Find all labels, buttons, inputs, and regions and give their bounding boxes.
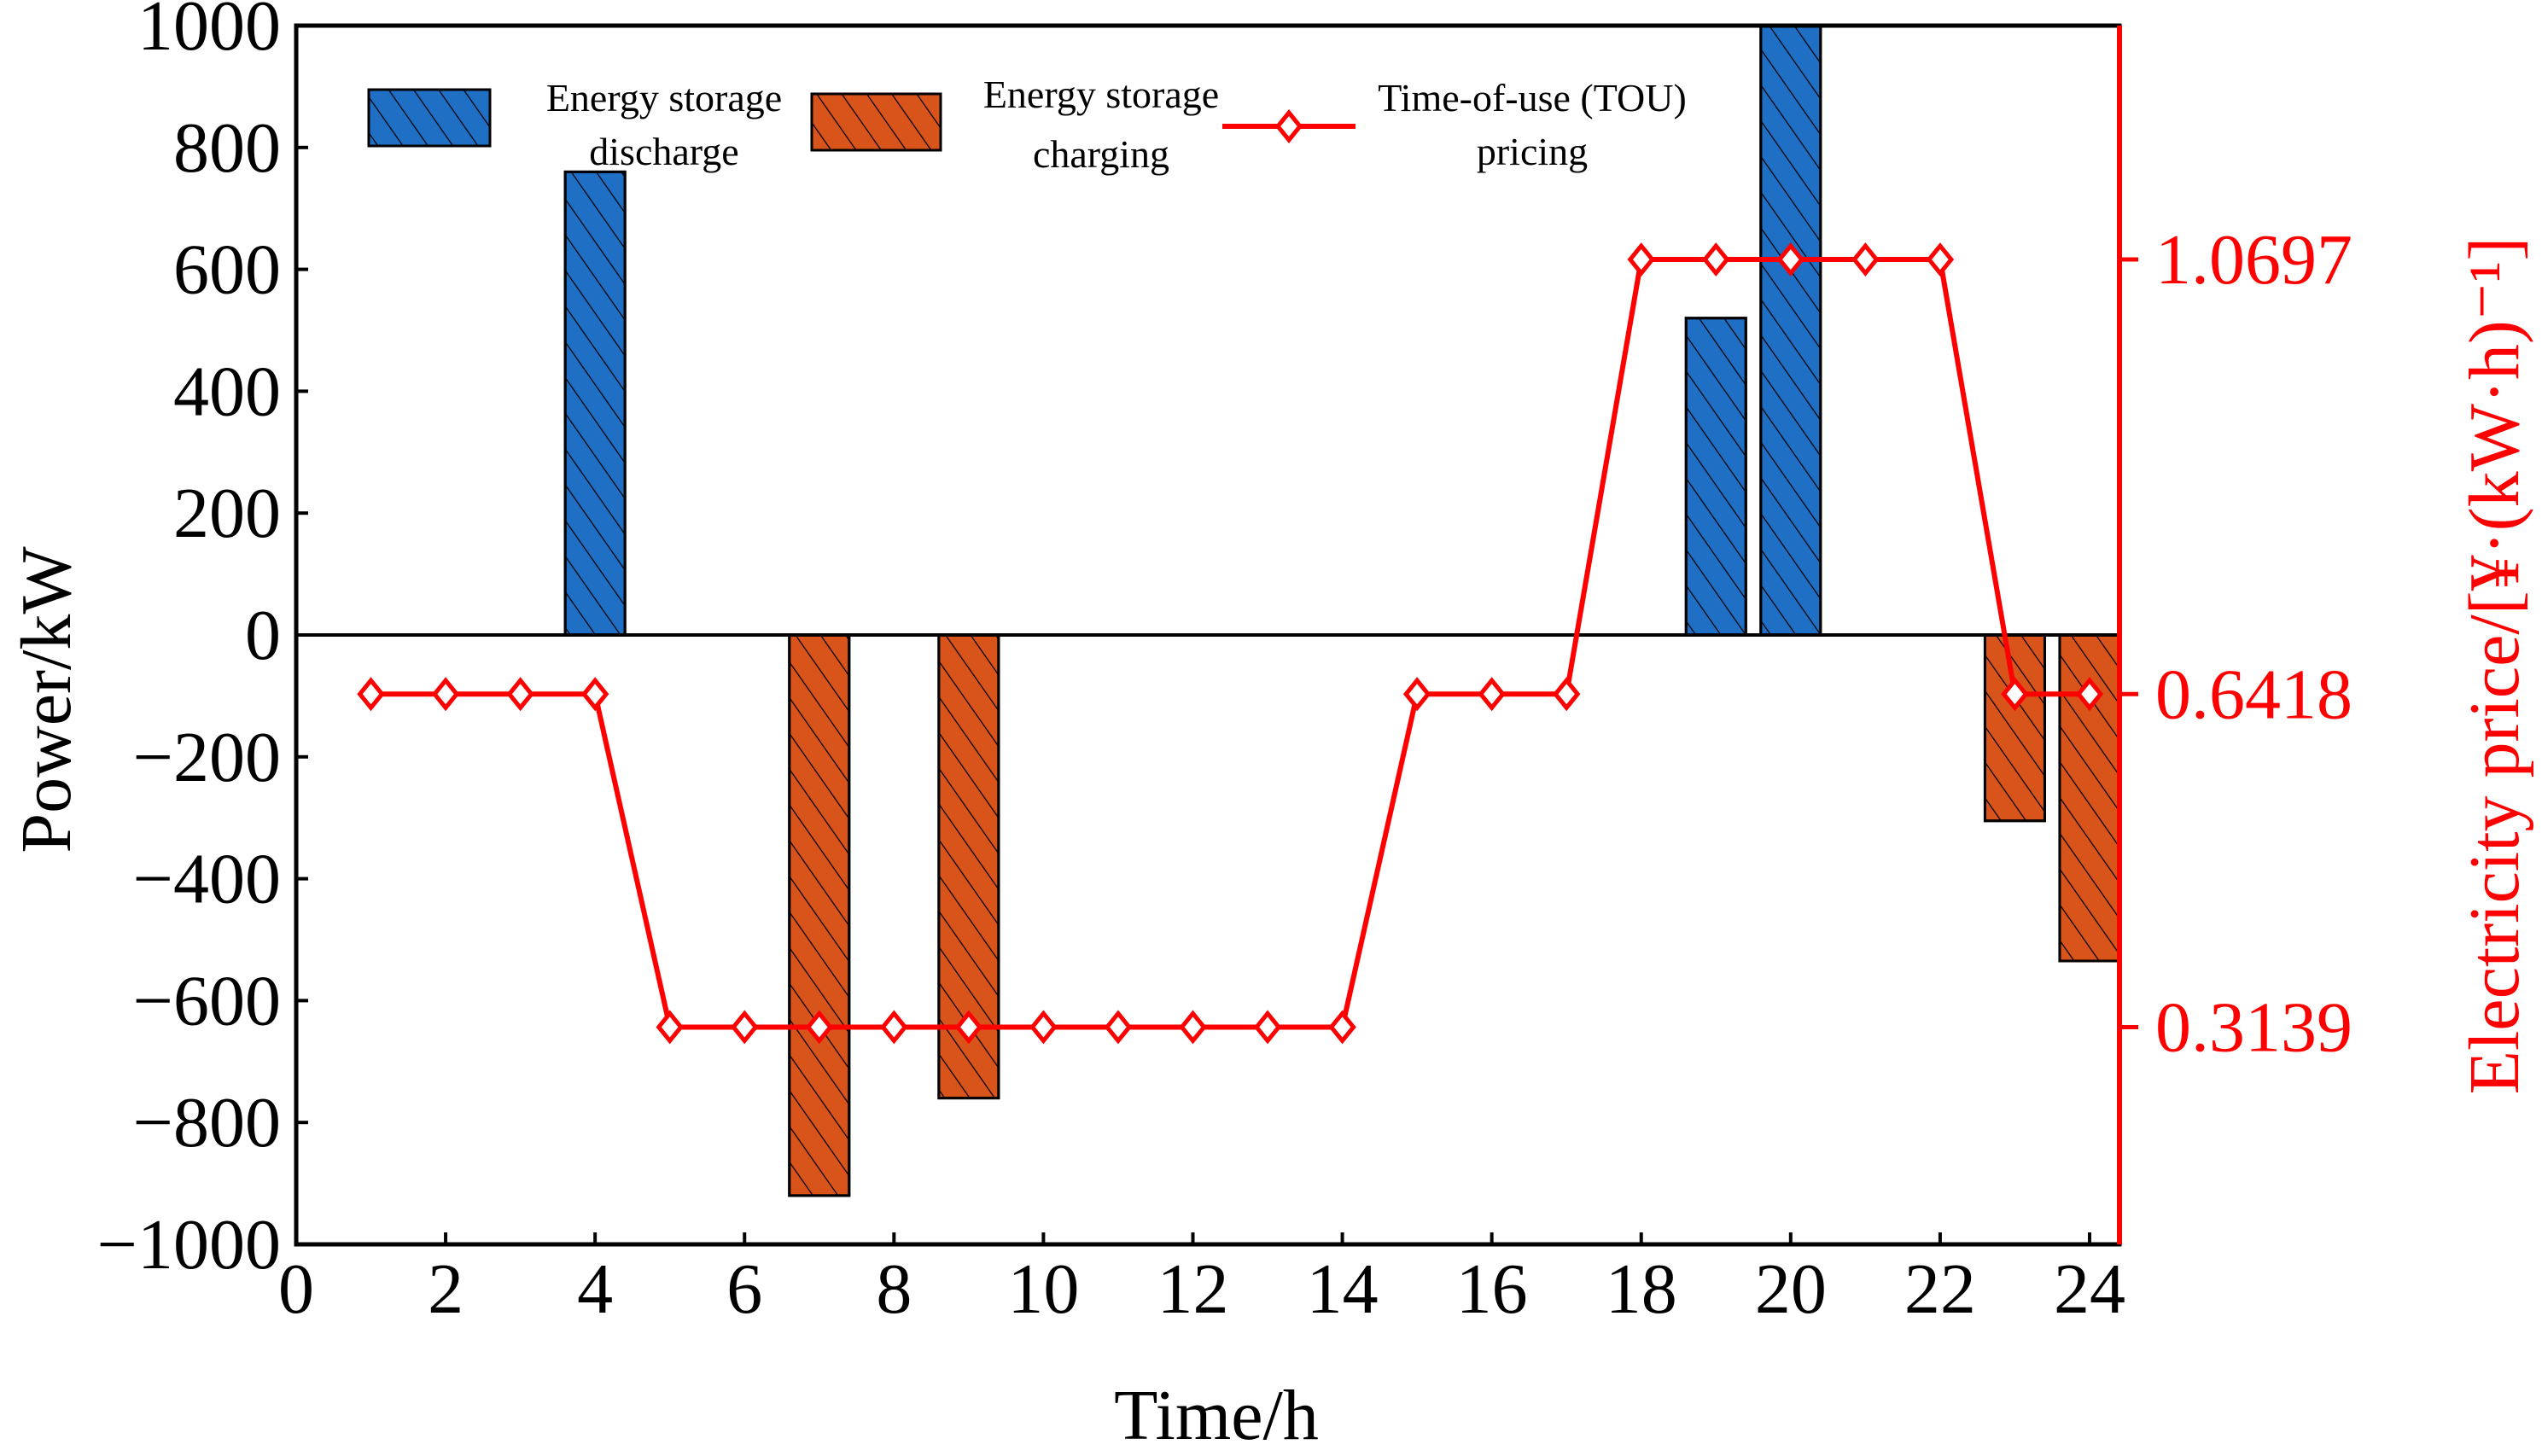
tou-price-marker-19 [1702, 242, 1730, 277]
y-tick-label-9: −800 [133, 1083, 281, 1162]
legend: Energy storage discharge Energy storage … [367, 73, 1687, 176]
x-tick-label-8: 8 [876, 1249, 912, 1329]
legend-label-pricing-line2: pricing [1477, 130, 1588, 173]
y-axis-ticks: 1000 800 600 400 200 0 −200 −400 −600 −800 −1000 [97, 0, 308, 1284]
y2-tick-label-1: 0.6418 [2155, 655, 2353, 734]
tou-price-marker-2 [431, 677, 460, 712]
x-tick-label-2: 2 [428, 1249, 464, 1329]
tou-price-marker-5 [656, 1010, 684, 1045]
legend-label-discharge-line1: Energy storage [546, 76, 782, 119]
x-axis-ticks: 0 2 4 6 8 10 12 14 16 18 20 22 24 [278, 1232, 2125, 1329]
tou-price-marker-15 [1402, 677, 1431, 712]
tou-price-marker-10 [1029, 1010, 1058, 1045]
legend-swatch-discharge-hatch [367, 88, 492, 148]
x-tick-label-24: 24 [2054, 1249, 2125, 1329]
legend-label-pricing-line1: Time-of-use (TOU) [1378, 76, 1687, 119]
legend-swatch-charging-hatch [810, 92, 942, 152]
x-tick-label-14: 14 [1307, 1249, 1379, 1329]
tou-price-marker-9 [954, 1010, 983, 1045]
tou-price-marker-4 [580, 677, 609, 712]
y-tick-label-7: −400 [133, 840, 281, 919]
charging-bar-7-hatch [788, 633, 851, 1197]
y-tick-label-1: 800 [173, 108, 281, 188]
charging-bar-23-hatch [1983, 633, 2046, 823]
y-tick-label-4: 200 [173, 474, 281, 553]
tou-price-marker-13 [1253, 1010, 1282, 1045]
y2-axis-label: Electricity price/[¥·(kW·h)⁻¹] [2455, 237, 2534, 1095]
x-tick-label-12: 12 [1157, 1249, 1228, 1329]
legend-label-discharge-line2: discharge [589, 130, 738, 173]
discharge-bar-4-hatch [563, 170, 627, 637]
x-tick-label-4: 4 [577, 1249, 613, 1329]
tou-price-marker-12 [1179, 1010, 1207, 1045]
tou-price-marker-7 [805, 1010, 834, 1045]
x-tick-label-22: 22 [1904, 1249, 1976, 1329]
y-tick-label-2: 600 [173, 230, 281, 310]
tou-price-marker-23 [2001, 677, 2029, 712]
legend-label-charging-line2: charging [1033, 132, 1169, 176]
x-axis-label: Time/h [1114, 1376, 1319, 1455]
discharge-bar-19-hatch [1684, 317, 1747, 637]
tou-price-marker-21 [1851, 242, 1880, 277]
tou-price-marker-11 [1104, 1010, 1133, 1045]
tou-price-marker-17 [1552, 677, 1581, 712]
tou-price-marker-24 [2075, 677, 2104, 712]
discharge-bar-20-hatch [1759, 24, 1822, 637]
x-tick-label-18: 18 [1606, 1249, 1677, 1329]
tou-price-marker-6 [731, 1010, 759, 1045]
tou-price-marker-14 [1328, 1010, 1356, 1045]
x-tick-label-10: 10 [1007, 1249, 1079, 1329]
tou-price-marker-18 [1627, 242, 1655, 277]
legend-item-pricing: Time-of-use (TOU) pricing [1222, 76, 1687, 173]
legend-label-charging-line1: Energy storage [983, 73, 1219, 116]
y2-tick-label-2: 0.3139 [2155, 987, 2353, 1067]
x-tick-label-16: 16 [1456, 1249, 1528, 1329]
y-tick-label-3: 400 [173, 352, 281, 431]
y-tick-label-0: 1000 [137, 0, 281, 66]
tou-price-marker-20 [1776, 242, 1805, 277]
legend-item-charging: Energy storage charging [810, 73, 1219, 176]
legend-marker-pricing [1274, 109, 1303, 143]
y-tick-label-10: −1000 [97, 1205, 281, 1284]
x-tick-label-6: 6 [726, 1249, 762, 1329]
y2-axis-ticks: 1.0697 0.6418 0.3139 [2119, 220, 2353, 1067]
bars-layer [563, 24, 2121, 1197]
tou-price-marker-16 [1478, 677, 1506, 712]
tou-price-line [370, 257, 2090, 1030]
y-tick-label-5: 0 [245, 596, 281, 675]
tou-price-marker-3 [506, 677, 534, 712]
tou-price-marker-22 [1926, 242, 1955, 277]
y-tick-label-8: −600 [133, 961, 281, 1040]
y2-tick-label-0: 1.0697 [2155, 220, 2353, 300]
tou-price-marker-1 [357, 677, 385, 712]
y-axis-label: Power/kW [7, 546, 86, 853]
tou-price-marker-8 [880, 1010, 908, 1045]
y-tick-label-6: −200 [133, 718, 281, 797]
price-line-layer [357, 242, 2104, 1045]
x-tick-label-20: 20 [1755, 1249, 1827, 1329]
x-tick-label-0: 0 [278, 1249, 314, 1329]
legend-item-discharge: Energy storage discharge [367, 76, 782, 173]
